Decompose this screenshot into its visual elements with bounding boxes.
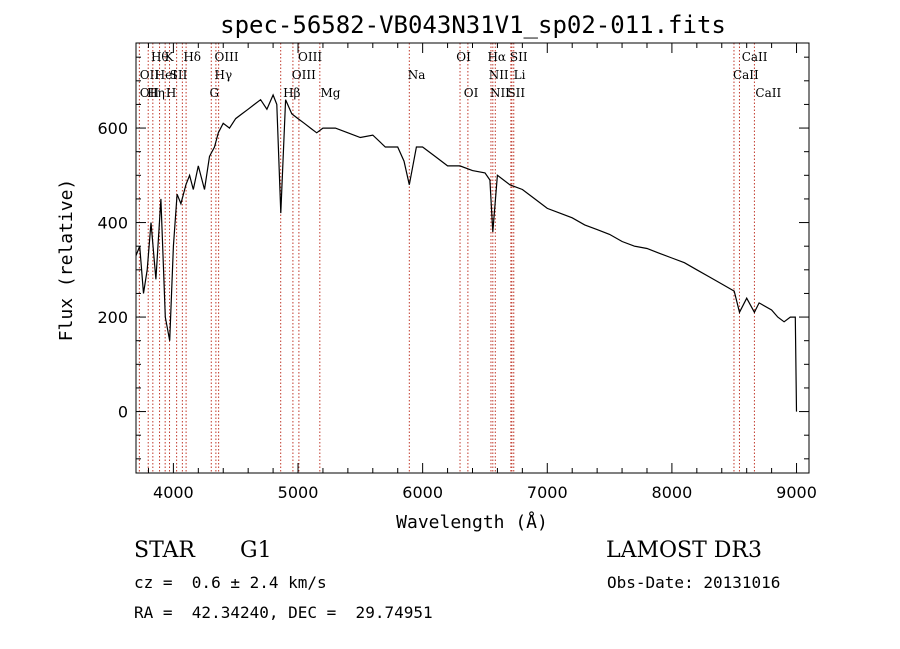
x-axis-ticks: 4000 5000 6000 7000 8000 9000 [147, 43, 817, 502]
line-label: Hγ [215, 68, 233, 82]
chart-title: spec-56582-VB043N31V1_sp02-011.fits [220, 11, 726, 39]
plot-frame [135, 42, 810, 474]
line-label: OIII [215, 50, 239, 64]
x-tick-label: 8000 [652, 483, 693, 502]
line-label: Hη [147, 86, 165, 100]
x-tick-label: 5000 [278, 483, 319, 502]
line-label: K [165, 50, 175, 64]
y-axis-ticks: 0 200 400 600 [97, 56, 809, 460]
line-label: CaII [755, 86, 781, 100]
spectrum-line [135, 93, 798, 412]
y-tick-label: 200 [97, 308, 128, 327]
line-label: SII [510, 50, 528, 64]
line-label: Hθ [151, 50, 169, 64]
line-label: OII [140, 68, 160, 82]
coordinates-readout: RA = 42.34240, DEC = 29.74951 [134, 603, 433, 622]
line-label: HeI [155, 68, 178, 82]
subclass-label: G1 [240, 538, 272, 563]
x-tick-label: 6000 [402, 483, 443, 502]
y-axis-label: Flux (relative) [56, 179, 77, 342]
line-label: OIII [298, 50, 322, 64]
obs-date: Obs-Date: 20131016 [607, 573, 781, 592]
line-label: SII [507, 86, 525, 100]
line-label: NII [489, 68, 509, 82]
x-tick-label: 7000 [527, 483, 568, 502]
line-label: Hδ [183, 50, 201, 64]
line-label: Na [408, 68, 426, 82]
spectrum-chart: spec-56582-VB043N31V1_sp02-011.fits HθK H… [56, 11, 817, 533]
line-label: SII [170, 68, 188, 82]
line-label: OI [464, 86, 479, 100]
line-label: Li [514, 68, 526, 82]
line-label: H [166, 86, 176, 100]
line-label: Mg [320, 86, 340, 100]
line-label: OI [456, 50, 471, 64]
class-label: STAR [134, 538, 195, 563]
line-label: CaII [733, 68, 759, 82]
line-label: Hβ [283, 86, 300, 100]
y-tick-label: 600 [97, 119, 128, 138]
y-tick-label: 0 [118, 403, 128, 422]
line-label: NII [490, 86, 510, 100]
emission-line-markers [138, 43, 755, 473]
x-tick-label: 9000 [776, 483, 817, 502]
x-axis-label: Wavelength (Å) [396, 511, 548, 533]
line-label: CaII [742, 50, 768, 64]
line-label: G [210, 86, 220, 100]
redshift-readout: cz = 0.6 ± 2.4 km/s [134, 573, 327, 592]
line-label: OIII [292, 68, 316, 82]
y-tick-label: 400 [97, 214, 128, 233]
line-label: OII [140, 86, 160, 100]
survey-label: LAMOST DR3 [606, 538, 762, 563]
line-label: Hα [487, 50, 506, 64]
x-tick-label: 4000 [153, 483, 194, 502]
